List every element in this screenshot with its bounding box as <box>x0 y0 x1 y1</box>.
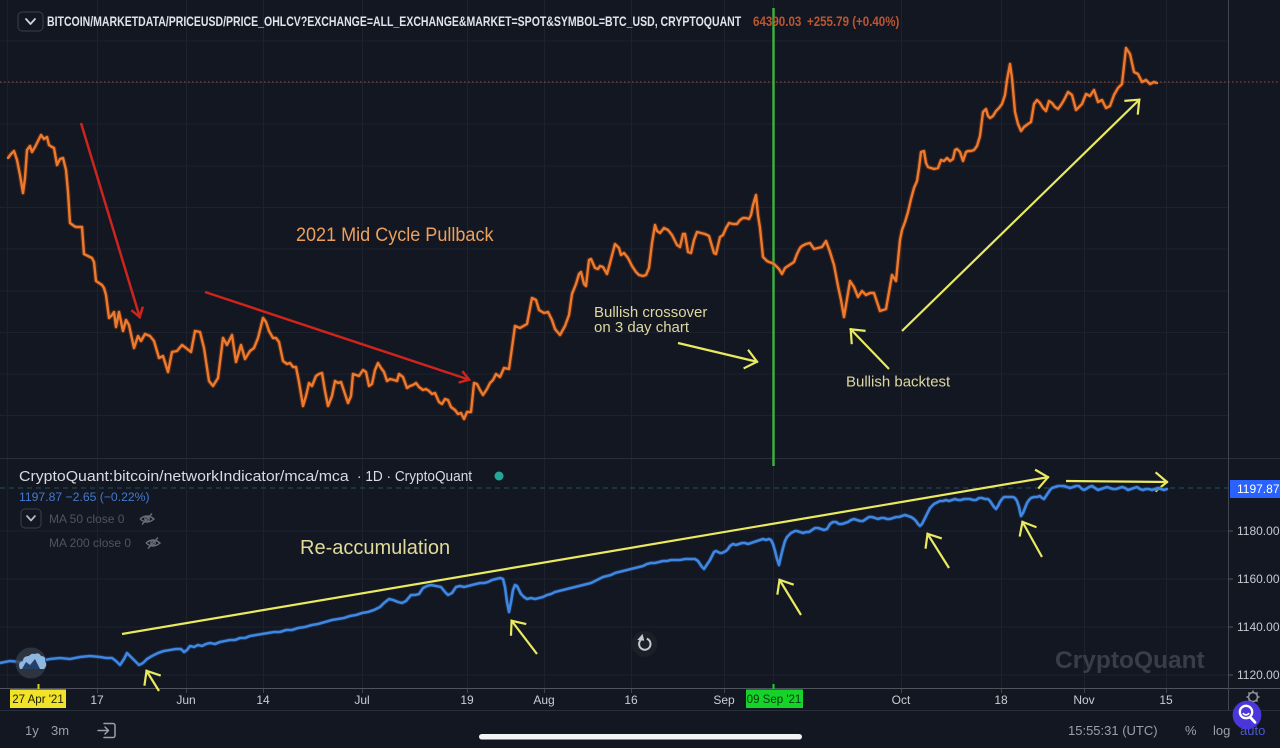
svg-text:Aug: Aug <box>533 693 554 707</box>
svg-text:Bullish crossover: Bullish crossover <box>594 304 707 321</box>
svg-text:15:55:31 (UTC): 15:55:31 (UTC) <box>1068 723 1158 738</box>
svg-text:1120.00: 1120.00 <box>1237 668 1280 682</box>
svg-text:3m: 3m <box>51 723 69 738</box>
svg-text:1197.87: 1197.87 <box>1237 482 1280 496</box>
svg-text:Sep: Sep <box>713 693 735 707</box>
svg-text:Jun: Jun <box>176 693 195 707</box>
svg-text:CryptoQuant: CryptoQuant <box>1055 647 1205 674</box>
svg-text:Re-accumulation: Re-accumulation <box>300 537 450 559</box>
svg-text:1140.00: 1140.00 <box>1237 620 1280 634</box>
svg-text:1160.00: 1160.00 <box>1237 572 1280 586</box>
svg-text:on 3 day chart: on 3 day chart <box>594 319 690 336</box>
svg-text:19: 19 <box>460 693 474 707</box>
svg-text:18: 18 <box>994 693 1008 707</box>
svg-text:14: 14 <box>256 693 270 707</box>
svg-text:Jul: Jul <box>354 693 369 707</box>
svg-text:Bullish backtest: Bullish backtest <box>846 374 951 391</box>
svg-text:Nov: Nov <box>1073 693 1094 707</box>
svg-text:09 Sep '21: 09 Sep '21 <box>747 694 802 706</box>
svg-text:· 1D · CryptoQuant: · 1D · CryptoQuant <box>357 468 472 484</box>
svg-text:17: 17 <box>90 693 104 707</box>
svg-text:BITCOIN/MARKETDATA/PRICEUSD/PR: BITCOIN/MARKETDATA/PRICEUSD/PRICE_OHLCV?… <box>47 14 742 30</box>
svg-text:2021 Mid Cycle Pullback: 2021 Mid Cycle Pullback <box>296 224 494 246</box>
svg-text:MA 50 close 0: MA 50 close 0 <box>49 512 125 526</box>
svg-text:MA 200 close 0: MA 200 close 0 <box>49 536 131 550</box>
svg-text:16: 16 <box>624 693 638 707</box>
svg-text:15: 15 <box>1159 693 1173 707</box>
svg-text:log: log <box>1213 723 1230 738</box>
svg-text:1180.00: 1180.00 <box>1237 524 1280 538</box>
svg-text:+255.79 (+0.40%): +255.79 (+0.40%) <box>807 14 899 29</box>
svg-text:Oct: Oct <box>892 693 911 707</box>
svg-text:1197.87 −2.65 (−0.22%): 1197.87 −2.65 (−0.22%) <box>19 490 150 504</box>
svg-text:1y: 1y <box>25 723 39 738</box>
svg-text:%: % <box>1185 723 1197 738</box>
svg-text:27 Apr '21: 27 Apr '21 <box>12 694 63 706</box>
svg-text:64390.03: 64390.03 <box>753 14 801 29</box>
svg-text:CryptoQuant:bitcoin/networkInd: CryptoQuant:bitcoin/networkIndicator/mca… <box>19 469 349 485</box>
